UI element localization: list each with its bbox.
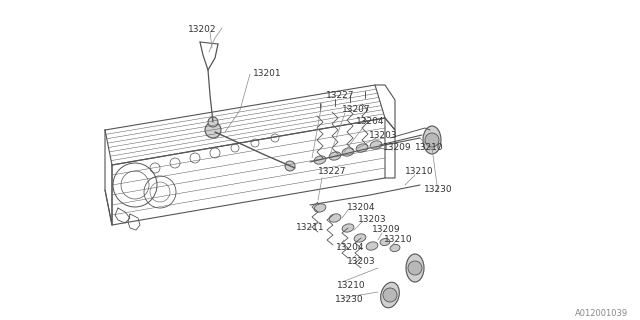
Ellipse shape — [329, 214, 341, 222]
Text: 13227: 13227 — [318, 167, 346, 177]
Circle shape — [408, 261, 422, 275]
Ellipse shape — [354, 234, 366, 242]
Ellipse shape — [329, 152, 341, 160]
Ellipse shape — [314, 156, 326, 164]
Ellipse shape — [390, 244, 400, 252]
Circle shape — [383, 288, 397, 302]
Text: 13211: 13211 — [296, 223, 324, 233]
Text: 13203: 13203 — [347, 258, 376, 267]
Circle shape — [425, 133, 439, 147]
Ellipse shape — [342, 148, 354, 156]
Text: 13210: 13210 — [405, 167, 434, 177]
Ellipse shape — [381, 282, 399, 308]
Text: A012001039: A012001039 — [575, 308, 628, 317]
Text: 13204: 13204 — [347, 203, 376, 212]
Ellipse shape — [314, 204, 326, 212]
Ellipse shape — [370, 141, 382, 149]
Text: 13207: 13207 — [342, 105, 371, 114]
Ellipse shape — [423, 126, 441, 154]
Text: 13210: 13210 — [384, 236, 413, 244]
Ellipse shape — [406, 254, 424, 282]
Text: 13202: 13202 — [188, 26, 216, 35]
Ellipse shape — [380, 238, 390, 245]
Text: 13230: 13230 — [335, 295, 364, 305]
Text: 13209: 13209 — [372, 226, 401, 235]
Circle shape — [205, 122, 221, 138]
Text: 13203: 13203 — [358, 215, 387, 225]
Text: 13201: 13201 — [253, 68, 282, 77]
Text: 13209: 13209 — [383, 143, 412, 153]
Text: 13210: 13210 — [415, 143, 444, 153]
Text: 13204: 13204 — [336, 244, 365, 252]
Ellipse shape — [366, 242, 378, 250]
Text: 13227: 13227 — [326, 92, 355, 100]
Ellipse shape — [342, 224, 354, 232]
Circle shape — [285, 161, 295, 171]
Ellipse shape — [356, 144, 368, 152]
Circle shape — [208, 117, 218, 127]
Text: 13210: 13210 — [337, 281, 365, 290]
Text: 13230: 13230 — [424, 186, 452, 195]
Text: 13203: 13203 — [369, 131, 397, 140]
Text: 13204: 13204 — [356, 117, 385, 126]
